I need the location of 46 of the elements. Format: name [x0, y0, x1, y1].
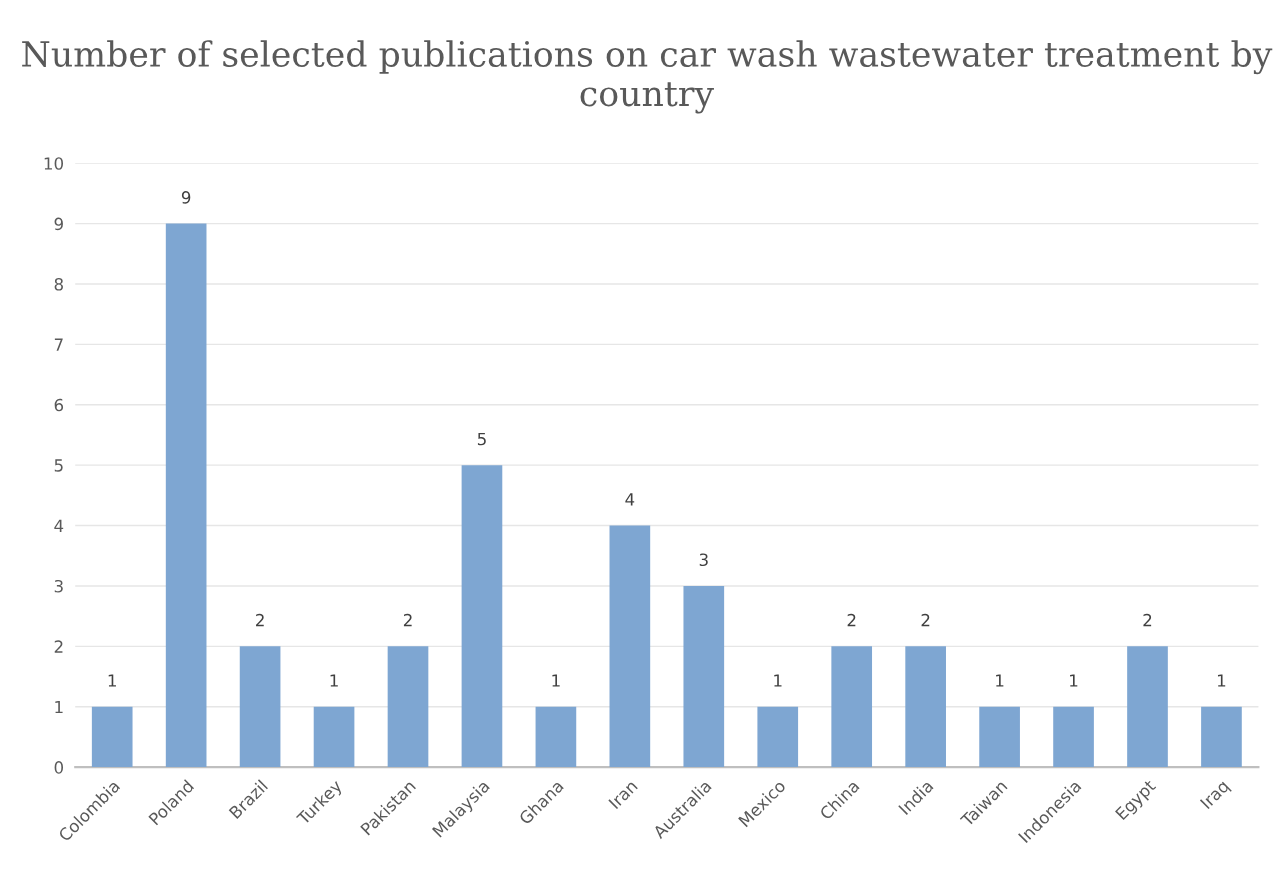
bar	[831, 646, 873, 768]
bar	[239, 646, 281, 768]
data-label: 2	[1143, 613, 1152, 627]
data-label: 1	[1070, 674, 1078, 687]
chart-title: Number of selected publications on car wash wastewater treatment by country	[22, 40, 1273, 114]
x-tick-label: Iraq	[1199, 779, 1232, 812]
bar	[905, 646, 946, 768]
data-label: 1	[330, 674, 338, 687]
y-tick-label: 8	[54, 277, 63, 291]
data-label: 1	[552, 674, 560, 687]
bar	[387, 646, 429, 768]
y-tick-label: 0	[54, 761, 64, 774]
data-label: 9	[181, 191, 191, 204]
data-label: 4	[625, 493, 635, 506]
bar	[165, 223, 207, 768]
data-label: 2	[256, 613, 264, 627]
bar	[757, 706, 799, 768]
y-tick-label: 5	[54, 459, 63, 472]
bar	[979, 706, 1020, 768]
bar	[1127, 646, 1168, 768]
bar	[1201, 706, 1242, 768]
y-tick-label: 7	[54, 338, 63, 351]
x-tick-label: Iran	[608, 779, 638, 810]
y-tick-label: 10	[44, 157, 64, 170]
y-tick-label: 6	[54, 398, 64, 412]
y-tick-label: 3	[54, 579, 63, 593]
data-label: 2	[847, 613, 856, 627]
y-tick-label: 2	[54, 640, 63, 653]
data-label: 2	[921, 613, 930, 627]
bar	[313, 706, 355, 768]
bar	[1053, 706, 1094, 768]
bar	[461, 465, 503, 768]
bar	[535, 706, 577, 768]
data-label: 1	[774, 674, 782, 687]
data-label: 1	[108, 674, 116, 687]
data-label: 2	[403, 613, 412, 627]
data-label: 1	[1217, 674, 1226, 687]
y-tick-label: 9	[54, 217, 63, 231]
bar	[683, 585, 725, 768]
data-label: 5	[477, 432, 486, 446]
y-tick-label: 1	[55, 700, 63, 714]
y-tick-label: 4	[54, 519, 64, 532]
bar	[609, 525, 651, 768]
bar	[91, 706, 133, 768]
data-label: 1	[996, 674, 1004, 687]
data-label: 3	[699, 553, 708, 567]
